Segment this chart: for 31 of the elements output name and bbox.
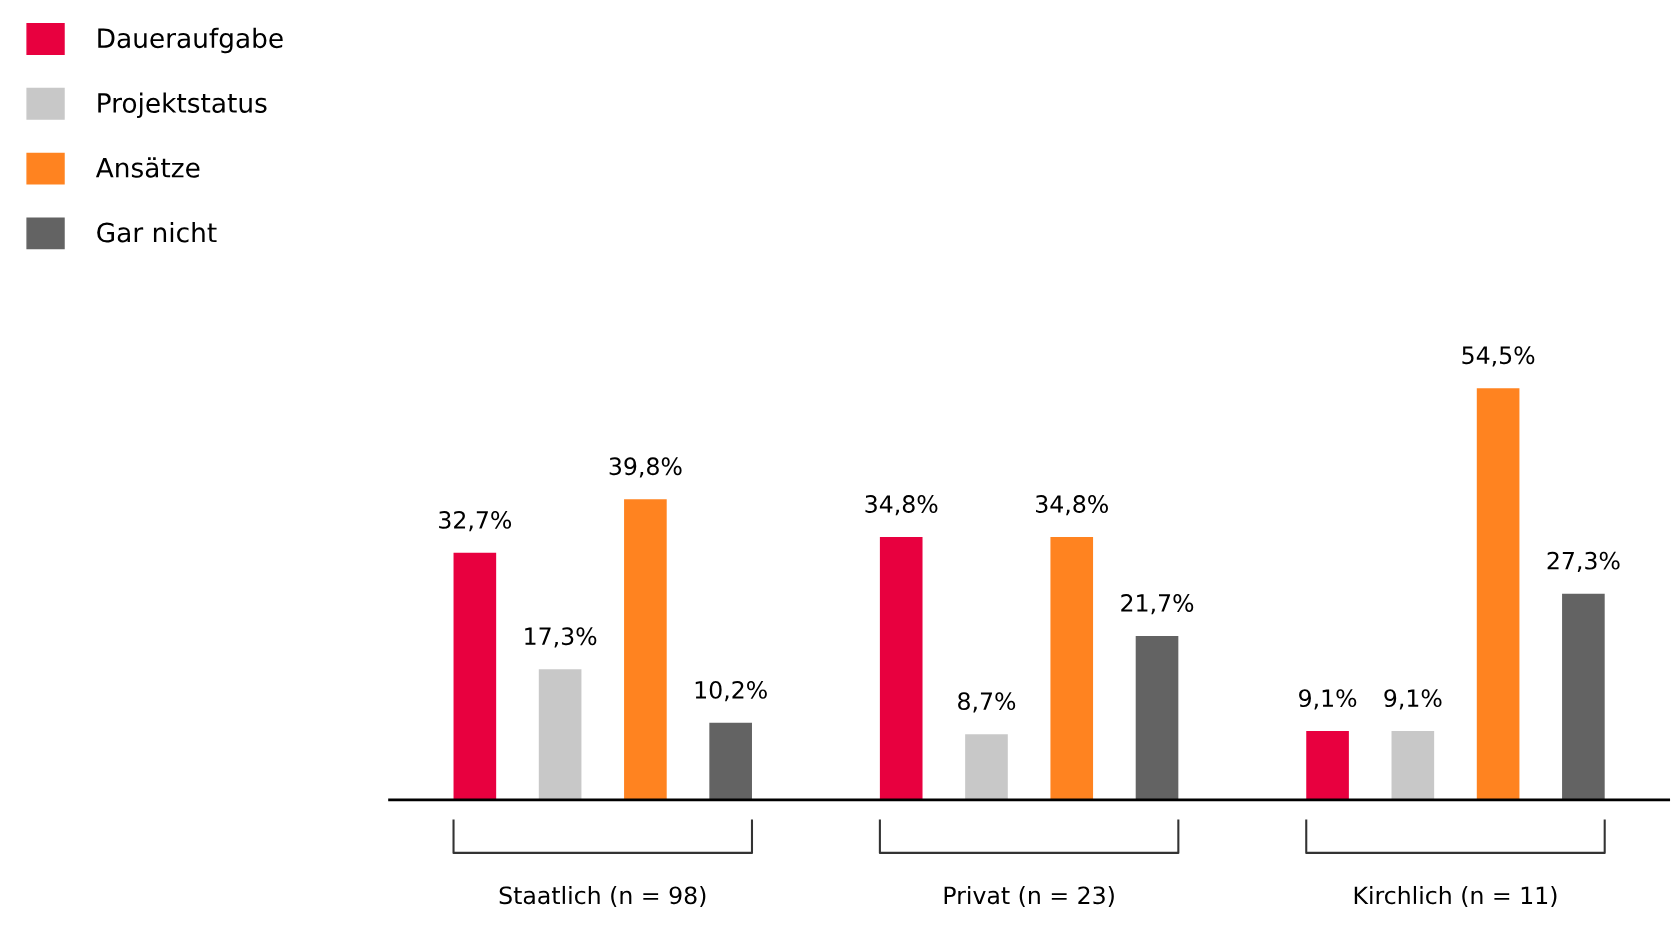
legend-label: Daueraufgabe bbox=[98, 27, 283, 54]
x-tick-label: Staatlich (n = 98) bbox=[499, 885, 706, 908]
legend-label: Ansätze bbox=[95, 157, 200, 178]
x-tick-label: Kirchlich (n = 11) bbox=[1354, 885, 1557, 908]
x-tick-label: Privat (n = 23) bbox=[944, 885, 1114, 908]
bar bbox=[879, 536, 923, 800]
bar bbox=[453, 552, 497, 800]
data-label: 17,3% bbox=[525, 627, 597, 648]
bar bbox=[1050, 536, 1094, 800]
legend-label: Projektstatus bbox=[98, 92, 267, 119]
data-label: 34,8% bbox=[1036, 495, 1108, 516]
bar bbox=[538, 669, 582, 800]
bar bbox=[1391, 731, 1435, 800]
legend-label: Gar nicht bbox=[97, 222, 217, 243]
bar bbox=[1135, 635, 1179, 800]
data-label: 32,7% bbox=[439, 510, 512, 532]
bar bbox=[1476, 388, 1520, 800]
data-label: 10,2% bbox=[695, 680, 767, 702]
data-label: 27,3% bbox=[1547, 551, 1620, 573]
bar bbox=[624, 499, 667, 800]
data-label: 34,8% bbox=[865, 495, 938, 516]
data-label: 39,8% bbox=[609, 457, 682, 478]
bar bbox=[709, 722, 752, 800]
data-label: 9,1% bbox=[1384, 689, 1442, 710]
data-label: 9,1% bbox=[1299, 689, 1357, 710]
bar bbox=[1306, 731, 1349, 800]
data-label: 21,7% bbox=[1121, 594, 1194, 615]
data-label: 54,5% bbox=[1462, 346, 1535, 367]
bar bbox=[965, 734, 1008, 800]
bar bbox=[1562, 593, 1605, 800]
data-label: 8,7% bbox=[958, 692, 1016, 713]
